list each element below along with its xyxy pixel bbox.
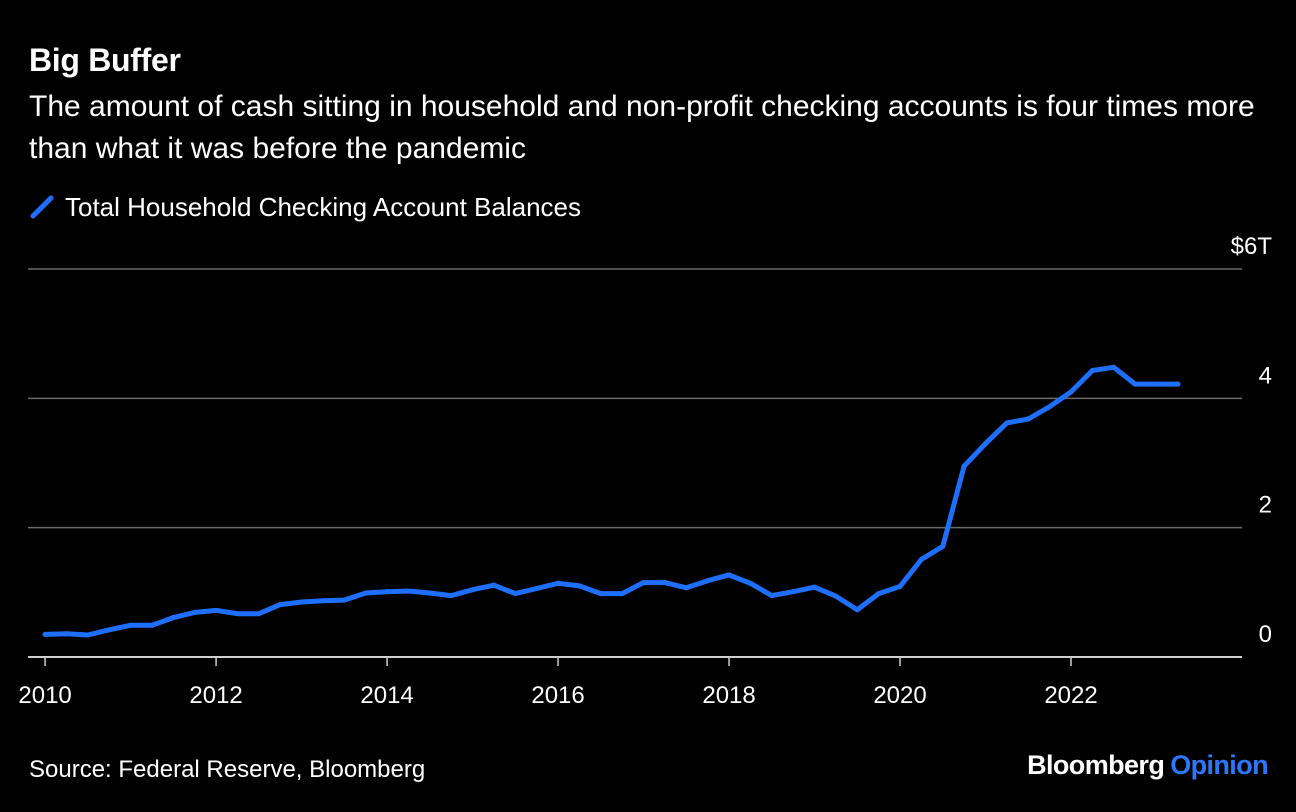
data-point — [598, 591, 604, 597]
data-point — [85, 632, 91, 638]
x-tick-label: 2012 — [189, 682, 242, 709]
data-point — [427, 590, 433, 596]
data-point — [619, 591, 625, 597]
data-point — [534, 585, 540, 591]
data-point — [470, 587, 476, 593]
data-point — [1089, 368, 1095, 374]
data-point — [983, 441, 989, 447]
data-point — [277, 602, 283, 608]
data-point — [149, 622, 155, 628]
brand-name: Bloomberg — [1027, 750, 1165, 780]
data-point — [106, 627, 112, 633]
data-point — [192, 609, 198, 615]
legend-line-icon — [30, 195, 54, 219]
data-point — [705, 578, 711, 584]
data-point — [747, 580, 753, 586]
data-point — [363, 590, 369, 596]
data-point — [448, 593, 454, 599]
data-point — [512, 591, 518, 597]
data-point — [854, 607, 860, 613]
data-point — [641, 580, 647, 586]
data-point — [170, 615, 176, 621]
brand-opinion: Opinion — [1170, 750, 1268, 780]
data-point — [405, 588, 411, 594]
brand-logo: Bloomberg Opinion — [1027, 750, 1268, 781]
series-line — [42, 364, 1181, 638]
data-point — [341, 597, 347, 603]
source-note: Source: Federal Reserve, Bloomberg — [29, 756, 426, 783]
data-point — [213, 607, 219, 613]
data-point — [299, 599, 305, 605]
data-point — [63, 631, 69, 637]
data-point — [940, 543, 946, 549]
data-point — [897, 584, 903, 590]
y-tick-label: 4 — [1259, 362, 1272, 389]
chart-title: Big Buffer — [29, 42, 181, 78]
data-point — [1068, 389, 1074, 395]
y-tick-label: 2 — [1259, 492, 1272, 519]
data-point — [790, 589, 796, 595]
x-tick-label: 2010 — [18, 682, 71, 709]
data-point — [1025, 416, 1031, 422]
x-tick-label: 2016 — [531, 682, 584, 709]
x-tick-label: 2020 — [873, 682, 926, 709]
x-tick-label: 2022 — [1044, 682, 1097, 709]
x-tick-label: 2018 — [702, 682, 755, 709]
data-point — [812, 584, 818, 590]
data-point — [833, 593, 839, 599]
y-tick-label: 0 — [1259, 621, 1272, 648]
data-point — [1111, 364, 1117, 370]
data-point — [128, 622, 134, 628]
data-point — [1004, 420, 1010, 426]
chart-subtitle: The amount of cash sitting in household … — [29, 90, 1255, 165]
y-tick-label: $6T — [1231, 233, 1273, 260]
data-point — [491, 582, 497, 588]
data-point — [769, 593, 775, 599]
data-point — [726, 572, 732, 578]
data-point — [1047, 404, 1053, 410]
data-point — [576, 583, 582, 589]
data-point — [1154, 381, 1160, 387]
data-point — [320, 598, 326, 604]
data-point — [1132, 381, 1138, 387]
legend: Total Household Checking Account Balance… — [29, 190, 581, 224]
data-point — [384, 589, 390, 595]
data-point — [1175, 381, 1181, 387]
data-point — [555, 580, 561, 586]
data-point — [662, 580, 668, 586]
data-point — [42, 631, 48, 637]
data-point — [961, 463, 967, 469]
data-point — [876, 591, 882, 597]
data-point — [918, 556, 924, 562]
data-point — [234, 611, 240, 617]
x-tick-label: 2014 — [360, 682, 413, 709]
legend-label: Total Household Checking Account Balance… — [65, 191, 581, 222]
data-point — [683, 585, 689, 591]
data-point — [256, 611, 262, 617]
